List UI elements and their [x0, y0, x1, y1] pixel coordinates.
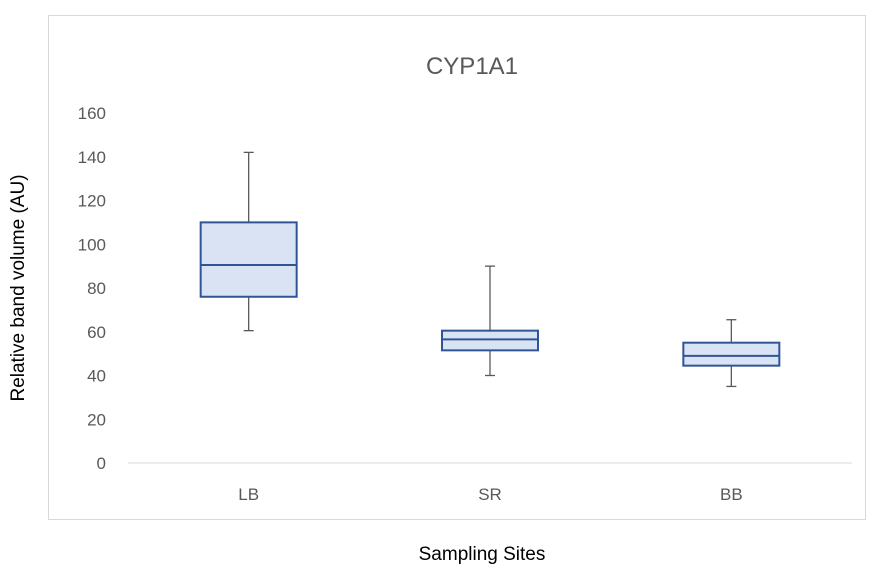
chart-area — [48, 15, 866, 520]
y-tick-label: 60 — [87, 323, 106, 342]
chart-title: CYP1A1 — [426, 53, 518, 80]
x-tick-label: LB — [238, 485, 259, 504]
x-axis-title: Sampling Sites — [419, 544, 546, 565]
y-tick-label: 120 — [78, 192, 106, 211]
plot-layer: 0 20 40 60 80 100 120 140 160 LB SR BB — [78, 104, 852, 504]
x-tick-label: BB — [720, 485, 743, 504]
y-tick-label: 40 — [87, 367, 106, 386]
box-bb — [682, 341, 781, 367]
y-tick-label: 0 — [97, 454, 106, 473]
x-tick-label: SR — [478, 485, 502, 504]
y-tick-label: 160 — [78, 104, 106, 123]
y-tick-label: 80 — [87, 279, 106, 298]
box-sr — [441, 329, 539, 352]
y-tick-label: 20 — [87, 410, 106, 429]
y-axis-title: Relative band volume (AU) — [8, 174, 29, 401]
box-lb — [199, 221, 298, 298]
y-tick-label: 140 — [78, 148, 106, 167]
y-tick-label: 100 — [78, 235, 106, 254]
